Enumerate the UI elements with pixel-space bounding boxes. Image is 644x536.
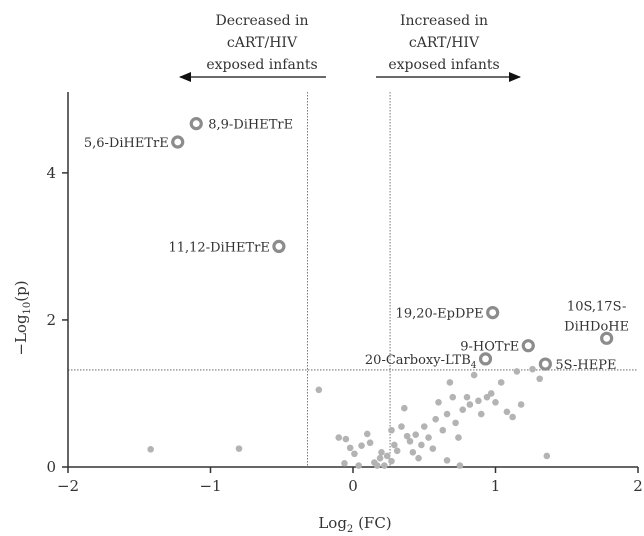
axes [62,92,639,473]
increased-line-2: cART/HIV [409,35,480,51]
data-point [351,450,358,458]
data-point [455,434,462,441]
data-point [366,439,374,447]
y-tick-label: 4 [46,164,56,182]
data-point [513,368,521,375]
data-point [536,375,543,383]
data-point [342,435,350,443]
data-point [470,371,478,379]
x-tick-label: 1 [491,477,501,495]
data-point [418,441,425,449]
data-point [446,379,454,386]
data-point [406,437,414,445]
data-point [463,393,471,401]
data-point [393,447,401,455]
x-tick-label: 0 [348,477,358,495]
point-label: 9-HOTrE [460,340,519,355]
data-point [373,462,381,469]
data-point [456,462,464,469]
highlighted-point [171,135,185,149]
increased-line-1: Increased in [400,13,488,29]
data-point [543,452,551,460]
data-point [435,398,442,406]
y-tick-label: 2 [46,311,56,329]
data-point [378,448,385,456]
data-point [409,448,417,456]
point-label: 11,12-DiHETrE [168,240,269,255]
tick-labels: −2 −1 0 1 2 0 2 4 [46,164,642,495]
data-point [346,444,354,452]
data-point [492,398,499,406]
data-point [381,462,388,469]
decreased-annotation: Decreased in cART/HIV exposed infants [179,13,326,82]
decreased-line-3: exposed infants [206,57,317,73]
data-point [235,445,243,452]
highlighted-point [521,339,535,353]
data-point [466,401,474,408]
data-point [363,430,371,438]
highlighted-point [538,357,552,371]
x-tick-label: −1 [199,477,221,495]
data-point [487,390,495,397]
data-points [147,365,551,469]
highlighted-point [272,239,286,254]
data-point [398,423,405,430]
data-point [412,431,420,438]
data-point [358,442,365,449]
increased-line-3: exposed infants [388,57,499,73]
data-point [429,445,437,452]
data-point [315,386,323,394]
x-axis-title: Log2 (FC) [318,514,391,535]
highlighted-point [189,117,203,131]
data-point [443,410,451,418]
point-label: 20-Carboxy-LTB4 [365,353,477,371]
highlighted-metabolites: 8,9-DiHETrE 5,6-DiHETrE 11,12-DiHETrE 19,20… [84,117,629,373]
data-point [403,432,411,440]
point-label: 10S,17S- [567,299,626,314]
data-point [439,426,447,434]
point-label: 8,9-DiHETrE [208,118,293,133]
data-point [388,426,395,434]
data-point [355,462,363,469]
data-point [443,457,451,464]
data-point [388,457,395,465]
data-point [341,460,348,467]
data-point [335,434,343,441]
y-axis-title: −Log10(p) [12,280,33,355]
data-point [147,446,154,453]
data-point [401,404,408,412]
data-point [452,419,459,427]
data-point [449,393,457,401]
increased-annotation: Increased in cART/HIV exposed infants [376,13,521,82]
data-point [420,423,428,430]
data-point [509,413,516,421]
point-label: 5S-HEPE [555,358,616,373]
point-label: 5,6-DiHETrE [84,136,169,151]
data-point [483,393,491,401]
highlighted-point [600,331,614,345]
y-tick-label: 0 [46,458,56,476]
decreased-line-1: Decreased in [215,13,308,29]
data-point [477,410,485,418]
data-point [497,379,505,386]
highlighted-point [486,305,500,320]
data-point [425,434,432,441]
x-tick-label: −2 [57,477,79,495]
data-point [391,441,398,449]
data-point [376,454,384,462]
data-point [459,406,467,413]
x-tick-label: 2 [633,477,643,495]
data-point [415,454,422,462]
data-point [432,415,439,423]
data-point [529,365,536,373]
decreased-line-2: cART/HIV [227,35,298,51]
data-point [383,452,391,460]
point-label: 19,20-EpDPE [396,307,484,322]
highlighted-point [478,352,493,366]
point-label: DiHDoHE [564,319,629,334]
data-point [517,401,525,408]
data-point [503,408,511,416]
data-point [475,397,482,405]
